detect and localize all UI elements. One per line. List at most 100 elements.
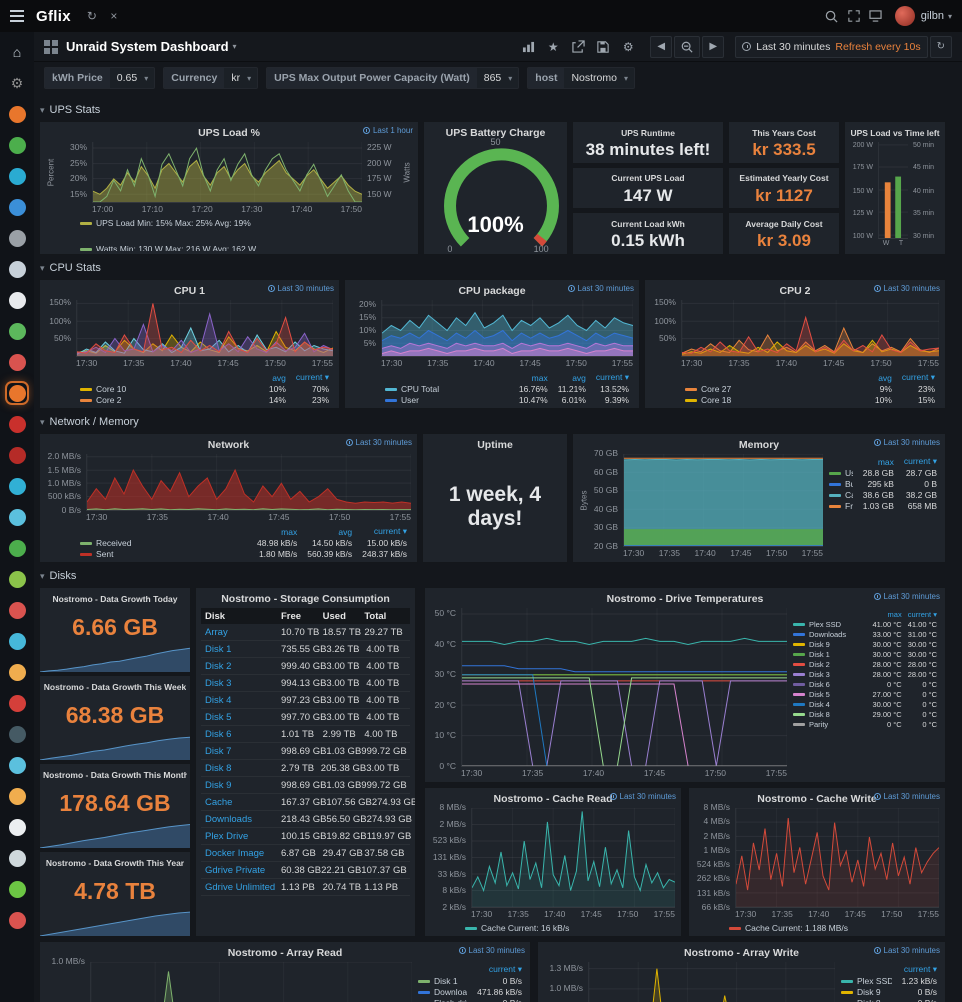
storage-disk-link[interactable]: Disk 9: [205, 779, 232, 791]
sidebar-icon-app-github[interactable]: [7, 879, 27, 899]
legend-sort-header[interactable]: current ▾: [373, 526, 407, 536]
legend-item[interactable]: UPS Load Min: 15% Max: 25% Avg: 19%: [80, 218, 251, 228]
display-icon[interactable]: [865, 5, 887, 27]
panel-time-override[interactable]: Last 30 minutes: [609, 792, 676, 801]
panel-time-override[interactable]: Last 30 minutes: [873, 284, 940, 293]
row-header-disks[interactable]: ▾ Disks: [40, 568, 945, 584]
legend-sort-header[interactable]: max: [281, 526, 298, 537]
user-avatar[interactable]: [894, 6, 915, 26]
search-icon[interactable]: [821, 5, 843, 27]
legend-item[interactable]: Disk 9: [793, 640, 866, 649]
legend-item[interactable]: Cache Current: 1.188 MB/s: [729, 923, 848, 933]
panel-time-override[interactable]: Last 30 minutes: [458, 946, 525, 955]
sidebar-icon-app-book[interactable]: [7, 817, 27, 837]
refresh-button[interactable]: ↻: [929, 35, 952, 58]
sidebar-icon-app-gray[interactable]: [7, 259, 27, 279]
sidebar-icon-app-white[interactable]: [7, 290, 27, 310]
legend-sort-header[interactable]: current ▾: [903, 456, 937, 466]
panel-title[interactable]: Average Daily Cost: [745, 218, 823, 229]
storage-disk-link[interactable]: Cache: [205, 796, 233, 808]
legend-item[interactable]: Flash drive: [418, 998, 467, 1002]
sidebar-icon-app-red[interactable]: [7, 352, 27, 372]
storage-header[interactable]: Free: [281, 610, 302, 622]
legend-item[interactable]: Disk 2: [793, 660, 866, 669]
star-icon[interactable]: ★: [547, 39, 559, 54]
chart-plot[interactable]: [878, 142, 908, 239]
panel-title[interactable]: UPS Battery Charge: [445, 126, 546, 139]
row-header-ups-stats[interactable]: ▾ UPS Stats: [40, 102, 945, 118]
storage-disk-link[interactable]: Gdrive Private: [205, 864, 266, 876]
dashboard-title[interactable]: Unraid System Dashboard: [66, 39, 229, 54]
zoom-out-button[interactable]: [674, 35, 701, 58]
panel-title[interactable]: CPU 2: [779, 284, 811, 297]
legend-sort-header[interactable]: avg: [272, 372, 286, 383]
sidebar-icon-app-search[interactable]: [7, 228, 27, 248]
sidebar-icon-app-orange[interactable]: [7, 383, 27, 403]
storage-disk-link[interactable]: Disk 2: [205, 660, 232, 672]
panel-title[interactable]: CPU package: [458, 284, 526, 297]
legend-sort-header[interactable]: avg: [878, 372, 892, 383]
storage-disk-link[interactable]: Downloads: [205, 813, 252, 825]
legend-sort-header[interactable]: current ▾: [901, 372, 935, 382]
panel-title[interactable]: This Years Cost: [752, 127, 816, 138]
variable-2[interactable]: UPS Max Output Power Capacity (Watt) 865 ▾: [266, 67, 520, 89]
chart-plot[interactable]: [681, 300, 939, 357]
sidebar-icon-app-target[interactable]: [7, 910, 27, 930]
panel-title[interactable]: Nostromo - Cache Write: [757, 792, 877, 805]
sidebar-icon-app-crimson[interactable]: [7, 445, 27, 465]
sidebar-icon-app-teal[interactable]: [7, 166, 27, 186]
panel-title[interactable]: Nostromo - Data Growth This Week: [43, 681, 187, 692]
storage-disk-link[interactable]: Disk 7: [205, 745, 232, 757]
brand-logo[interactable]: Gflix: [36, 7, 71, 25]
panel-time-override[interactable]: Last 30 minutes: [873, 438, 940, 447]
sidebar-icon-app-sab[interactable]: [7, 786, 27, 806]
variable-1[interactable]: Currency kr ▾: [163, 67, 259, 89]
chart-plot[interactable]: [735, 808, 939, 908]
sidebar-icon-app-unraid[interactable]: [7, 104, 27, 124]
legend-sort-header[interactable]: current ▾: [295, 372, 329, 382]
chart-plot[interactable]: [461, 608, 787, 767]
chart-plot[interactable]: [471, 808, 675, 908]
storage-disk-link[interactable]: Disk 5: [205, 711, 232, 723]
panel-time-override[interactable]: Last 30 minutes: [345, 438, 412, 447]
storage-disk-link[interactable]: Docker Image: [205, 847, 265, 859]
legend-item[interactable]: Watts Min: 130 W Max: 216 W Avg: 162 W: [80, 244, 256, 251]
legend-item[interactable]: Downloads: [418, 987, 467, 997]
chart-plot[interactable]: [381, 300, 633, 357]
refresh-interval-label[interactable]: Refresh every 10s: [835, 40, 921, 53]
sidebar-icon-app-ruby[interactable]: [7, 693, 27, 713]
legend-item[interactable]: Disk 1: [418, 976, 467, 986]
panel-title[interactable]: Memory: [738, 438, 780, 451]
sidebar-icon-app-azure[interactable]: [7, 631, 27, 651]
share-icon[interactable]: [567, 36, 589, 58]
legend-item[interactable]: User: [385, 395, 509, 405]
sidebar-icon-app-cloud[interactable]: [7, 197, 27, 217]
storage-header[interactable]: Disk: [205, 610, 226, 622]
panel-title[interactable]: Nostromo - Array Read: [227, 946, 343, 959]
panel-title[interactable]: Nostromo - Drive Temperatures: [606, 592, 764, 605]
panel-title[interactable]: Current UPS Load: [611, 173, 685, 184]
sidebar-icon-app-drop[interactable]: [7, 755, 27, 775]
sidebar-icon-app-eye[interactable]: [7, 476, 27, 496]
legend-item[interactable]: Disk 1: [793, 650, 866, 659]
hamburger-menu-icon[interactable]: [0, 0, 34, 32]
legend-item[interactable]: Free: [829, 501, 853, 511]
sidebar-icon-app-stripe[interactable]: [7, 600, 27, 620]
legend-sort-header[interactable]: max: [877, 456, 894, 467]
legend-sort-header[interactable]: current ▾: [903, 964, 937, 974]
legend-item[interactable]: Used: [829, 468, 853, 478]
chart-plot[interactable]: [92, 142, 362, 203]
save-icon[interactable]: [592, 36, 614, 58]
legend-item[interactable]: CPU Total: [385, 384, 509, 394]
legend-item[interactable]: Buffered: [829, 479, 853, 489]
time-range-button[interactable]: Last 30 minutes Refresh every 10s: [735, 35, 928, 58]
fullscreen-icon[interactable]: [843, 5, 865, 27]
dashboard-picker-icon[interactable]: [44, 39, 58, 54]
panel-title[interactable]: UPS Runtime: [621, 127, 675, 138]
legend-sort-header[interactable]: current ▾: [907, 610, 937, 619]
sidebar-icon-app-lime[interactable]: [7, 321, 27, 341]
legend-item[interactable]: Received: [80, 538, 247, 548]
legend-item[interactable]: Cached: [829, 490, 853, 500]
chart-plot[interactable]: [588, 962, 835, 1002]
storage-header[interactable]: Used: [322, 610, 346, 622]
